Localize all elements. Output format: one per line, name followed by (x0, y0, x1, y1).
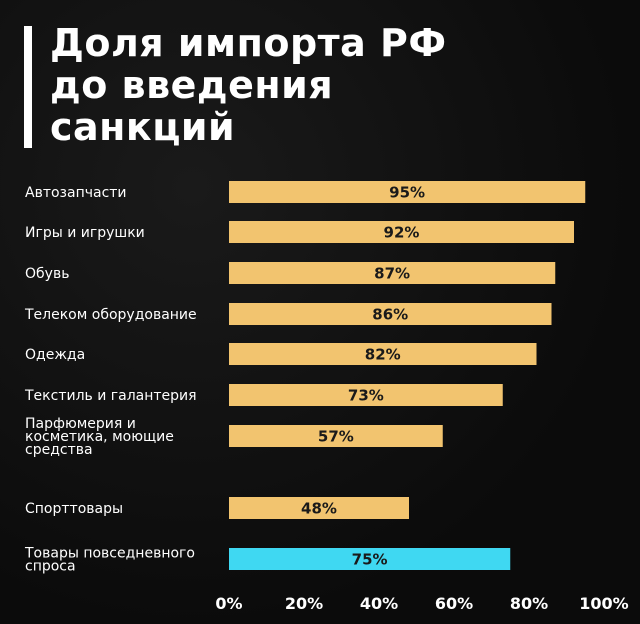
category-label-0: Автозапчасти (25, 185, 127, 201)
x-tick-label-2: 40% (360, 594, 398, 613)
value-label-6: 57% (318, 428, 354, 446)
bar-7 (229, 497, 409, 519)
bar-0 (229, 181, 586, 203)
value-label-0: 95% (389, 184, 425, 202)
x-tick-label-0: 0% (215, 594, 242, 613)
category-label-3: Телеком оборудование (24, 307, 197, 323)
title-accent-bar (24, 26, 32, 148)
title-line-2: до введения (50, 63, 334, 107)
category-label-7: Спорттовары (25, 501, 123, 517)
bar-5 (229, 384, 503, 406)
bar-8 (229, 548, 511, 570)
value-label-2: 87% (374, 265, 410, 283)
x-tick-label-3: 60% (435, 594, 473, 613)
bar-2 (229, 262, 556, 284)
category-label-8-line-1: спроса (25, 559, 76, 575)
category-label-2: Обувь (25, 266, 69, 282)
bar-6 (229, 425, 443, 447)
bar-4 (229, 343, 537, 365)
category-label-4: Одежда (25, 347, 85, 363)
category-label-5: Текстиль и галантерия (24, 388, 197, 404)
value-label-8: 75% (352, 551, 388, 569)
value-label-4: 82% (365, 346, 401, 364)
category-label-6-line-1: косметика, моющие (25, 429, 174, 445)
category-label-6-line-0: Парфюмерия и (25, 416, 136, 432)
x-tick-label-5: 100% (579, 594, 628, 613)
value-label-1: 92% (384, 224, 420, 242)
value-label-7: 48% (301, 500, 337, 518)
category-label-8-line-0: Товары повседневного (24, 546, 195, 562)
title-line-3: санкций (50, 105, 236, 149)
bar-1 (229, 221, 574, 243)
value-label-3: 86% (372, 306, 408, 324)
x-tick-label-1: 20% (285, 594, 323, 613)
category-label-6-line-2: средства (25, 442, 93, 458)
chart-title: Доля импорта РФ до введения санкций (50, 22, 610, 148)
x-tick-label-4: 80% (510, 594, 548, 613)
bar-3 (229, 303, 552, 325)
value-label-5: 73% (348, 387, 384, 405)
category-label-1: Игры и игрушки (25, 225, 145, 241)
title-line-1: Доля импорта РФ (50, 21, 447, 65)
